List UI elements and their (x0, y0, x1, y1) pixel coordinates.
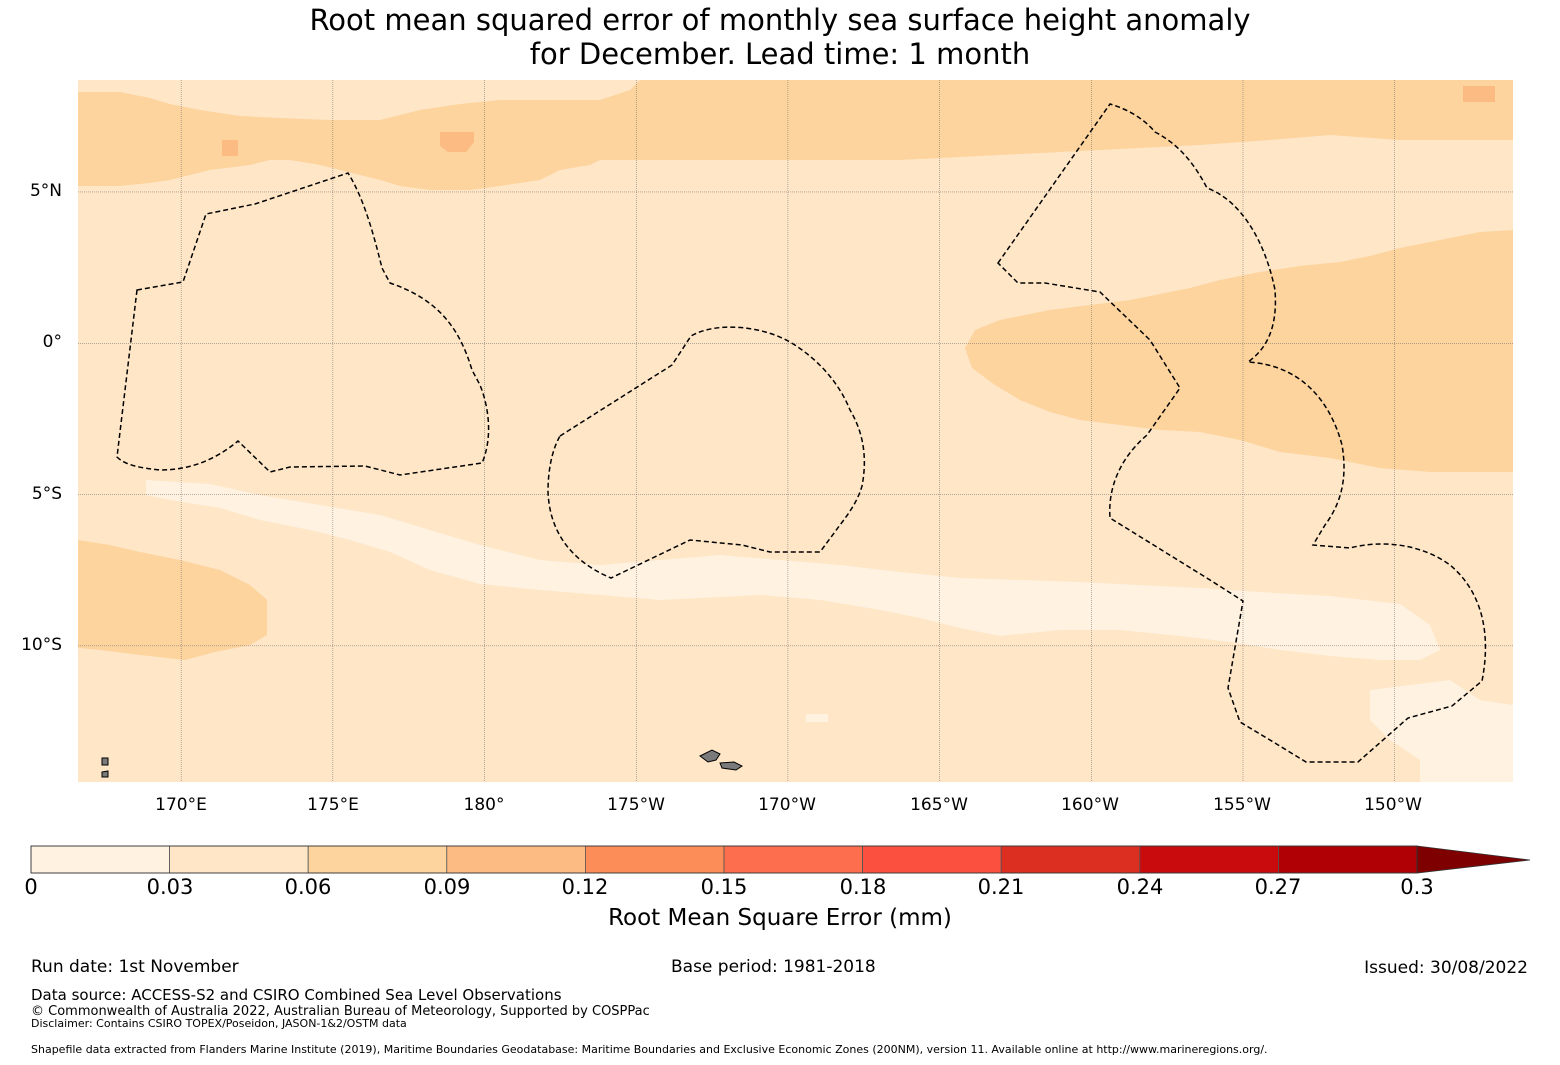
eez-boundary-tokelau (547, 326, 866, 579)
island-small-1 (101, 770, 109, 778)
colorbar-cell-1 (169, 845, 309, 874)
rmse-region-pale-se (1370, 680, 1513, 782)
lon-label-180: 180° (463, 795, 505, 815)
data-source: Data source: ACCESS-S2 and CSIRO Combine… (31, 986, 562, 1004)
lat-label-5n: 5°N (29, 181, 62, 201)
colorbar-cell-7 (1000, 845, 1141, 874)
colorbar-cell-0 (30, 845, 171, 874)
eez-boundary-kiribati-gilberts (116, 172, 490, 476)
colorbar-cell-4 (585, 845, 725, 874)
colorbar-tick-0: 0 (24, 875, 38, 899)
copyright: © Commonwealth of Australia 2022, Austra… (31, 1004, 650, 1019)
island-savaii (719, 761, 743, 771)
rmse-patch-north-small (440, 132, 474, 152)
rmse-region-east-band (965, 230, 1513, 472)
lon-label-170w: 170°W (758, 795, 816, 815)
lon-label-170e: 170°E (155, 795, 207, 815)
colorbar-cell-6 (862, 845, 1002, 874)
colorbar-cell-8 (1139, 845, 1279, 874)
shapefile-credit: Shapefile data extracted from Flanders M… (31, 1043, 1268, 1056)
rmse-patch-nw-small (222, 140, 238, 156)
colorbar-extend-arrow (1416, 845, 1531, 874)
colorbar-tick-8: 0.24 (1116, 875, 1164, 899)
map-panel (78, 80, 1513, 782)
lon-label-165w: 165°W (910, 795, 968, 815)
chart-title-line2: for December. Lead time: 1 month (529, 37, 1031, 71)
lat-label-10s: 10°S (21, 635, 62, 655)
colorbar-tick-3: 0.09 (423, 875, 471, 899)
lon-label-150w: 150°W (1364, 795, 1422, 815)
rmse-region-north-pale (78, 80, 640, 120)
colorbar-cell-5 (723, 845, 864, 874)
colorbar-outline (30, 845, 1418, 874)
colorbar-tick-9: 0.27 (1254, 875, 1302, 899)
rmse-patch-pale-small (806, 714, 828, 722)
colorbar-cell-9 (1278, 845, 1418, 874)
base-period: Base period: 1981-2018 (671, 957, 876, 977)
rmse-region-west-band (78, 540, 267, 660)
colorbar-cells (30, 845, 1418, 874)
colorbar-label: Root Mean Square Error (mm) (608, 905, 952, 931)
rmse-region-pale-streak (146, 480, 1440, 660)
island-upolu (699, 749, 721, 763)
colorbar-tick-2: 0.06 (284, 875, 332, 899)
eez-boundary-line-islands (997, 103, 1487, 763)
graticule (78, 80, 1513, 782)
colorbar-tick-7: 0.21 (977, 875, 1025, 899)
colorbar-tick-5: 0.15 (700, 875, 748, 899)
lon-label-175w: 175°W (607, 795, 665, 815)
rmse-region-north-band (78, 80, 1513, 190)
lon-label-155w: 155°W (1213, 795, 1271, 815)
colorbar-tick-4: 0.12 (561, 875, 609, 899)
lat-label-0: 0° (42, 332, 62, 352)
lon-label-175e: 175°E (307, 795, 359, 815)
lat-label-5s: 5°S (31, 484, 62, 504)
colorbar-tick-10: 0.3 (1400, 875, 1434, 899)
disclaimer: Disclaimer: Contains CSIRO TOPEX/Poseido… (31, 1017, 407, 1030)
island-small-2 (101, 757, 109, 766)
colorbar-tick-1: 0.03 (146, 875, 194, 899)
lon-label-160w: 160°W (1061, 795, 1119, 815)
colorbar-tick-6: 0.18 (839, 875, 887, 899)
rmse-patch-ne-corner (1463, 86, 1495, 102)
colorbar-cell-2 (307, 845, 448, 874)
colorbar-cell-3 (446, 845, 586, 874)
run-date: Run date: 1st November (31, 957, 239, 977)
chart-title-line1: Root mean squared error of monthly sea s… (309, 3, 1251, 37)
issued-date: Issued: 30/08/2022 (1364, 958, 1528, 978)
